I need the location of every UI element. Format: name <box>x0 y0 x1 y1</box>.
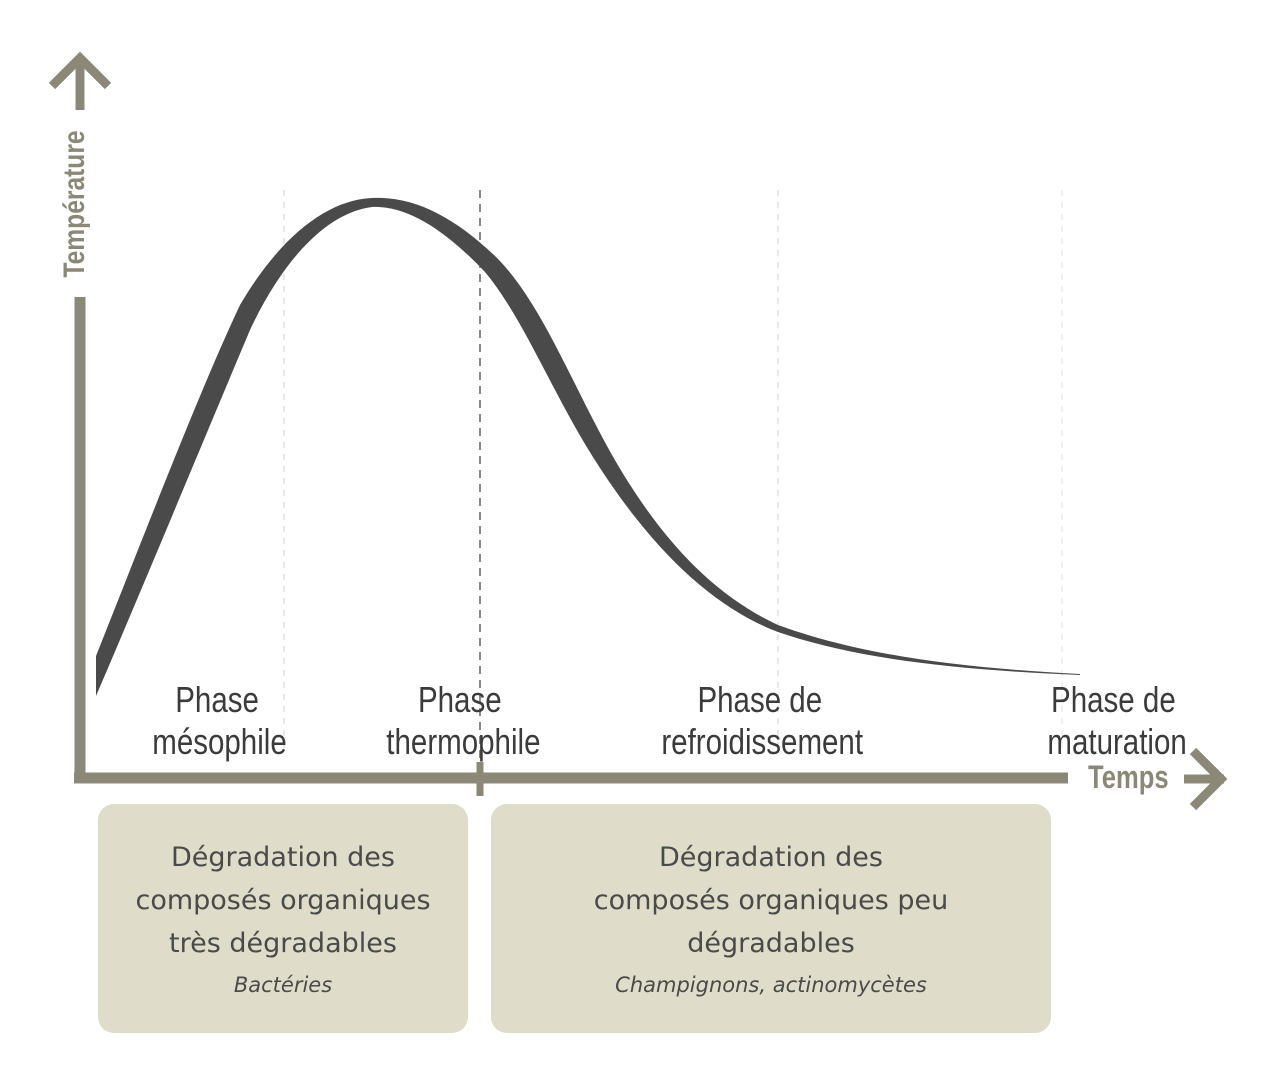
phase-thermophile-line2: thermophile <box>386 721 540 761</box>
box-very-degradable-title: Dégradation des composés organiques très… <box>98 836 468 965</box>
box-2-line-2: composés organiques peu <box>593 885 949 916</box>
box-less-degradable-subtitle: Champignons, actinomycètes <box>615 973 927 997</box>
phase-maturation-line1: Phase de <box>1051 679 1176 719</box>
temperature-curve <box>96 197 1080 696</box>
y-axis-title: Température <box>57 130 91 277</box>
box-less-degradable: Dégradation des composés organiques peu … <box>491 804 1051 1033</box>
box-2-line-1: Dégradation des <box>659 842 883 873</box>
box-1-line-2: composés organiques <box>135 885 431 916</box>
box-2-line-3: dégradables <box>687 928 855 959</box>
phase-refroidissement-line1: Phase de <box>697 679 822 719</box>
box-very-degradable-subtitle: Bactéries <box>233 973 333 997</box>
phase-label-refroidissement: Phase de refroidissement <box>661 679 863 761</box>
phase-mesophile-line2: mésophile <box>152 721 287 761</box>
phase-maturation-line2: maturation <box>1047 721 1186 761</box>
phase-label-mesophile: Phase mésophile <box>152 679 287 761</box>
phase-mesophile-line1: Phase <box>175 679 259 719</box>
phase-thermophile-line1: Phase <box>418 679 502 719</box>
phase-refroidissement-line2: refroidissement <box>661 721 863 761</box>
box-1-line-3: très dégradables <box>169 928 397 959</box>
phase-label-thermophile: Phase thermophile <box>386 679 540 761</box>
phase-label-maturation: Phase de maturation <box>1047 679 1186 761</box>
x-axis-arrow-icon <box>1189 747 1228 811</box>
box-less-degradable-title: Dégradation des composés organiques peu … <box>491 836 1051 965</box>
y-axis-arrow-icon <box>48 51 112 90</box>
x-axis-title: Temps <box>1088 760 1169 795</box>
box-1-line-1: Dégradation des <box>171 842 395 873</box>
box-very-degradable: Dégradation des composés organiques très… <box>98 804 468 1033</box>
